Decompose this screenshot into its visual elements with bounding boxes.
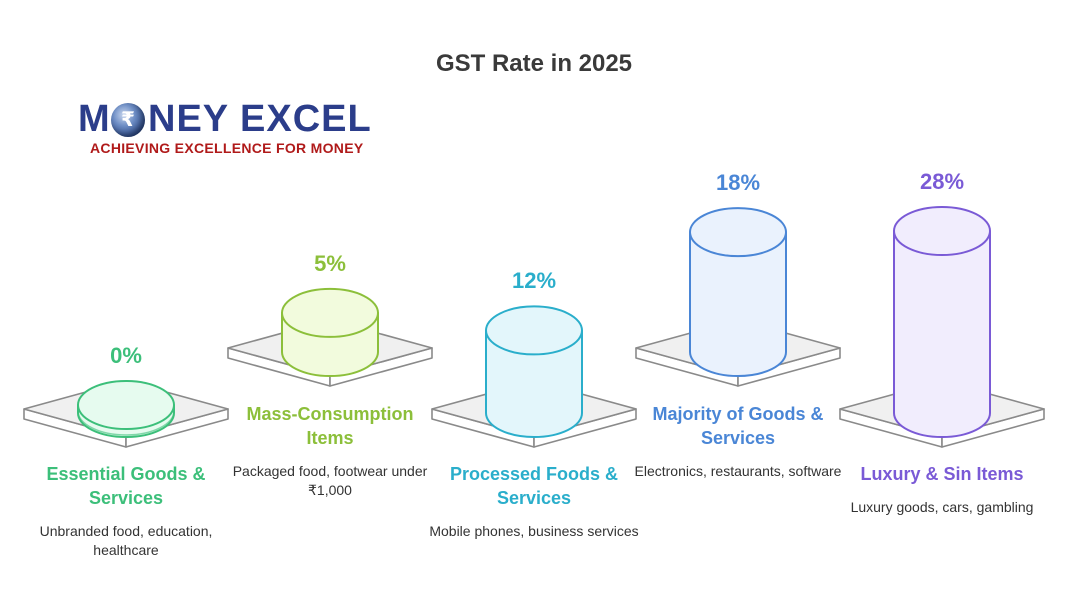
bar-1-top bbox=[281, 287, 379, 338]
category-label: Essential Goods & Services bbox=[46, 464, 206, 508]
value-label: 28% bbox=[919, 169, 965, 194]
category-description: Mobile phones, business services bbox=[429, 523, 639, 539]
bar-4-top bbox=[893, 206, 991, 256]
value-label: 0% bbox=[110, 343, 142, 368]
globe-icon: ₹ bbox=[111, 103, 145, 137]
category-label: Majority of Goods & Services bbox=[652, 404, 824, 448]
money-excel-logo: M ₹ NEY EXCEL ACHIEVING EXCELLENCE FOR M… bbox=[78, 98, 378, 160]
bar-2-top bbox=[485, 305, 583, 356]
value-label: 18% bbox=[715, 170, 761, 196]
chart-title: GST Rate in 2025 bbox=[435, 50, 633, 77]
category-description: Luxury goods, cars, gambling bbox=[850, 499, 1034, 515]
bar-3-top bbox=[689, 207, 787, 258]
category-description: Electronics, restaurants, software bbox=[634, 463, 842, 479]
category-label: Processed Foods & Services bbox=[449, 464, 619, 508]
value-label: 5% bbox=[314, 250, 346, 276]
category-description: Packaged food, footwear under ₹1,000 bbox=[232, 463, 428, 498]
rupee-icon: ₹ bbox=[121, 109, 135, 131]
category-description: Unbranded food, education, healthcare bbox=[39, 523, 213, 558]
logo-tagline: ACHIEVING EXCELLENCE FOR MONEY bbox=[90, 140, 364, 156]
bar-0-top bbox=[77, 380, 175, 430]
bar-0-rim bbox=[77, 410, 175, 436]
logo-word-rest: NEY EXCEL bbox=[148, 98, 372, 140]
category-label: Luxury & Sin Items bbox=[860, 464, 1024, 484]
bar-2-body bbox=[485, 329, 583, 438]
bar-4-body bbox=[893, 230, 991, 438]
bar-3-body bbox=[689, 231, 787, 377]
value-label: 12% bbox=[511, 268, 557, 294]
category-label: Mass-Consumption Items bbox=[246, 404, 414, 448]
logo-word-m: M bbox=[78, 98, 111, 140]
